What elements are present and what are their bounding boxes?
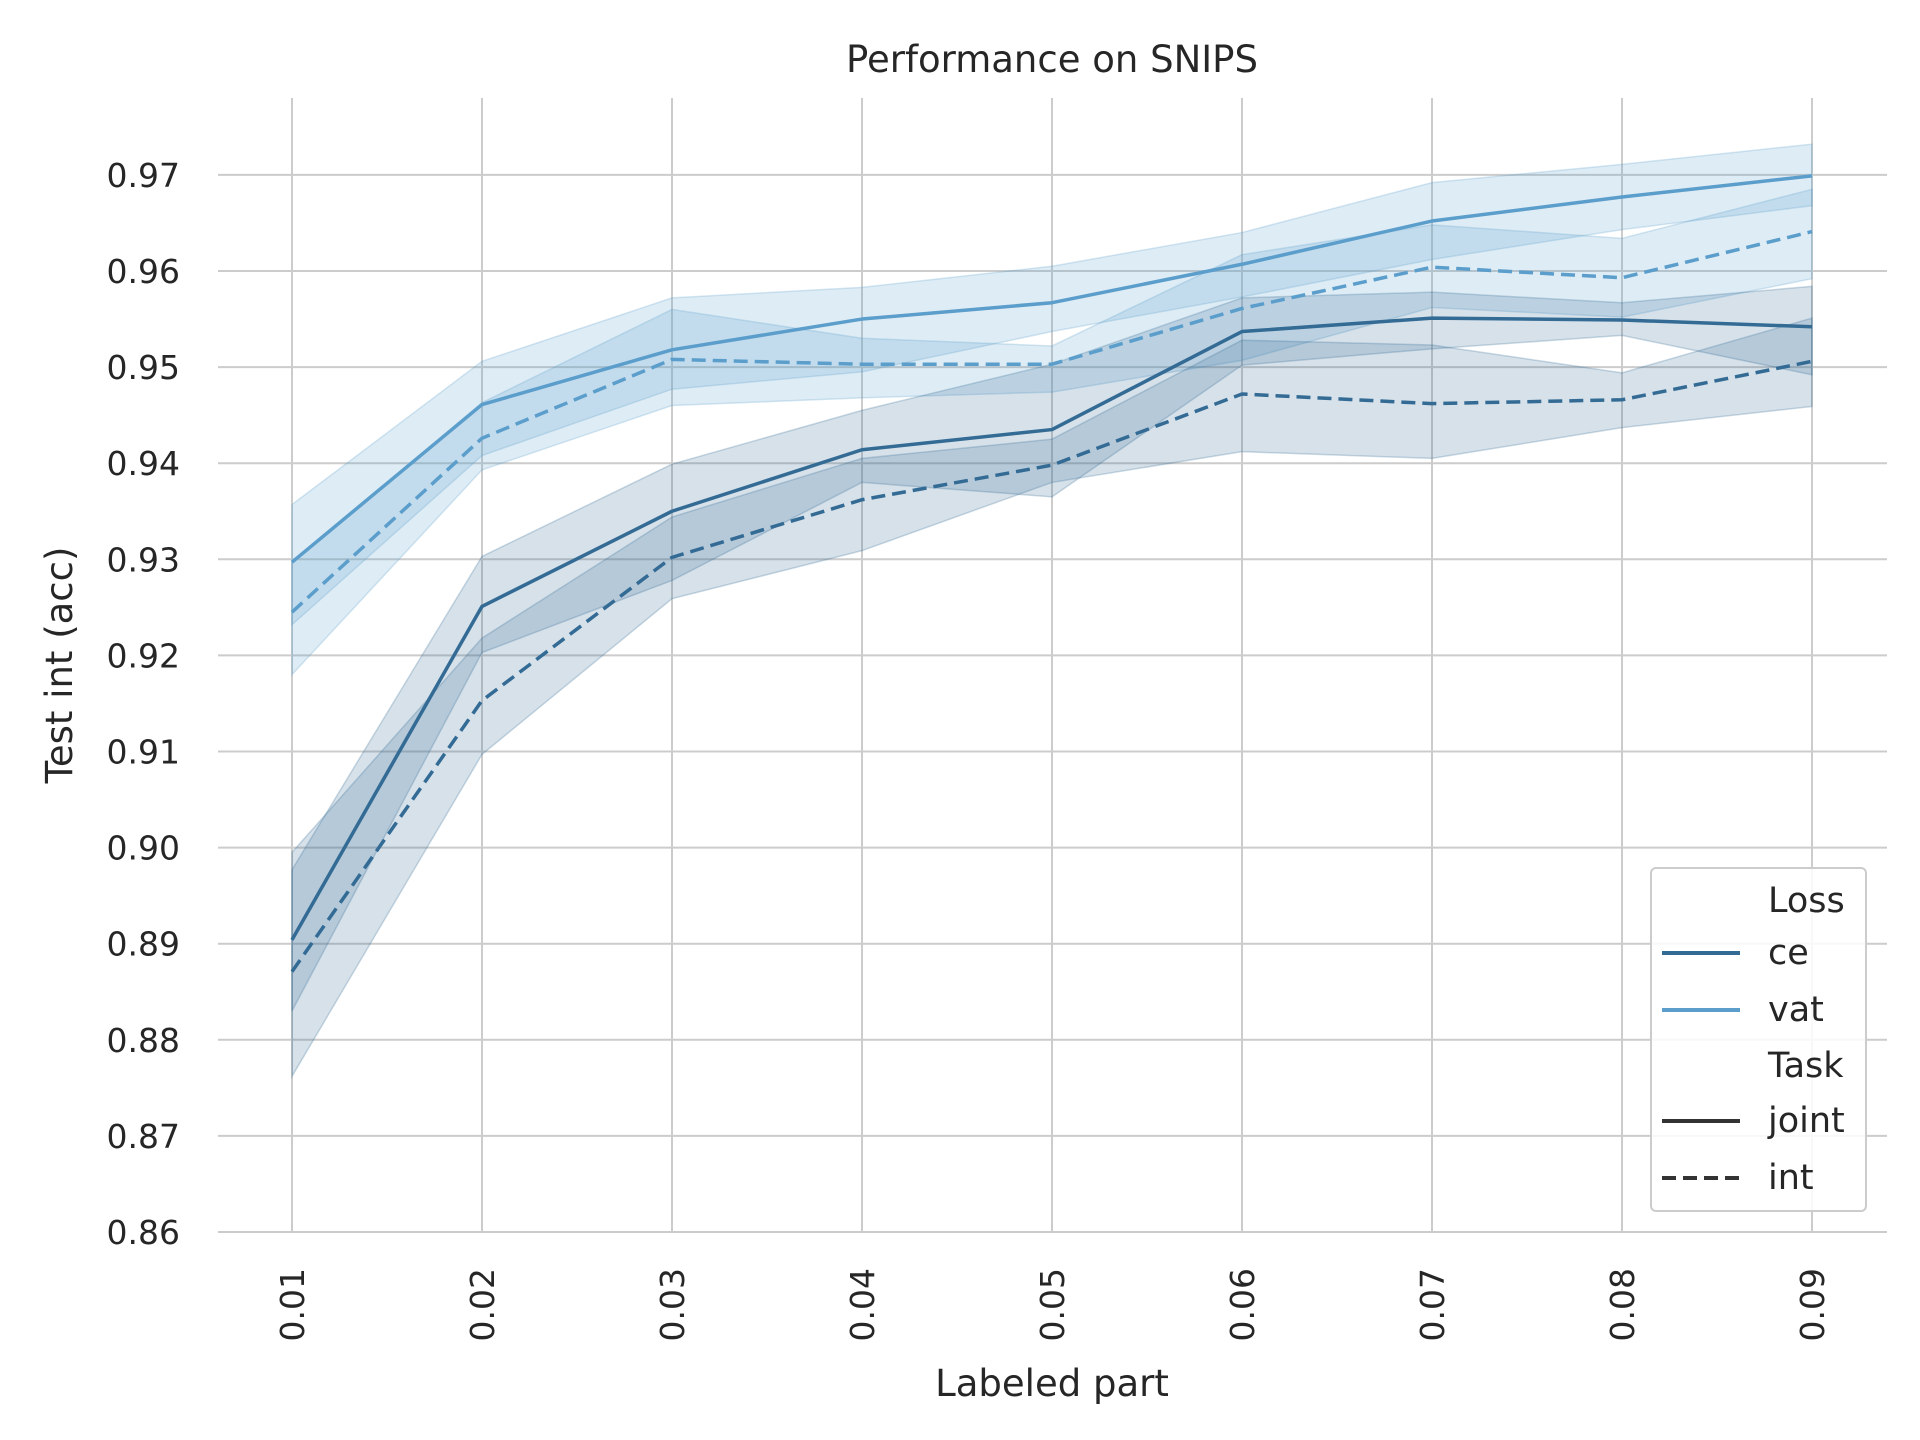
x-tick-label: 0.02: [463, 1268, 502, 1341]
legend: Loss ce vat Task joint int: [1650, 867, 1867, 1212]
y-axis-ticks: 0.86 0.87 0.88 0.89 0.90 0.91 0.92 0.93 0.94 0.95…: [107, 156, 180, 1252]
x-tick-label: 0.07: [1413, 1268, 1452, 1341]
x-tick-label: 0.06: [1223, 1268, 1262, 1341]
x-tick-label: 0.04: [843, 1268, 882, 1341]
series-line-vat-int: [290, 229, 1813, 614]
y-tick-label: 0.96: [107, 252, 180, 291]
series-lines: [290, 174, 1813, 973]
x-tick-label: 0.09: [1793, 1268, 1832, 1341]
x-tick-label: 0.05: [1033, 1268, 1072, 1341]
grid: [218, 98, 1887, 1233]
series-line-vat-joint: [290, 174, 1813, 564]
x-tick-label: 0.08: [1603, 1268, 1642, 1341]
legend-label-vat: vat: [1768, 990, 1824, 1030]
legend-label-int: int: [1768, 1158, 1814, 1198]
legend-label-joint: joint: [1767, 1101, 1845, 1141]
y-tick-label: 0.95: [107, 348, 180, 387]
series-line-ce-joint: [290, 316, 1813, 941]
y-tick-label: 0.86: [107, 1213, 180, 1252]
y-tick-label: 0.91: [107, 733, 180, 772]
x-axis-title: Labeled part: [935, 1362, 1169, 1405]
y-axis-title: Test int (acc): [38, 547, 81, 785]
legend-title-task: Task: [1767, 1046, 1844, 1086]
series-line-ce-int: [290, 359, 1813, 973]
confidence-band-ce-int: [291, 317, 1813, 1080]
confidence-band-vat-int: [291, 188, 1813, 677]
y-tick-label: 0.88: [107, 1021, 180, 1060]
legend-title-loss: Loss: [1768, 881, 1845, 921]
legend-label-ce: ce: [1768, 933, 1809, 973]
y-tick-label: 0.87: [107, 1117, 180, 1156]
y-tick-label: 0.93: [107, 540, 180, 579]
x-tick-label: 0.03: [653, 1268, 692, 1341]
y-tick-label: 0.89: [107, 925, 180, 964]
x-axis-ticks: 0.01 0.02 0.03 0.04 0.05 0.06 0.07 0.08 0.09: [273, 1268, 1832, 1341]
y-tick-label: 0.92: [107, 636, 180, 675]
confidence-band-ce-joint: [291, 285, 1813, 1012]
y-tick-label: 0.94: [107, 444, 180, 483]
y-tick-label: 0.97: [107, 156, 180, 195]
y-tick-label: 0.90: [107, 829, 180, 868]
chart-title: Performance on SNIPS: [846, 38, 1258, 81]
x-tick-label: 0.01: [273, 1268, 312, 1341]
